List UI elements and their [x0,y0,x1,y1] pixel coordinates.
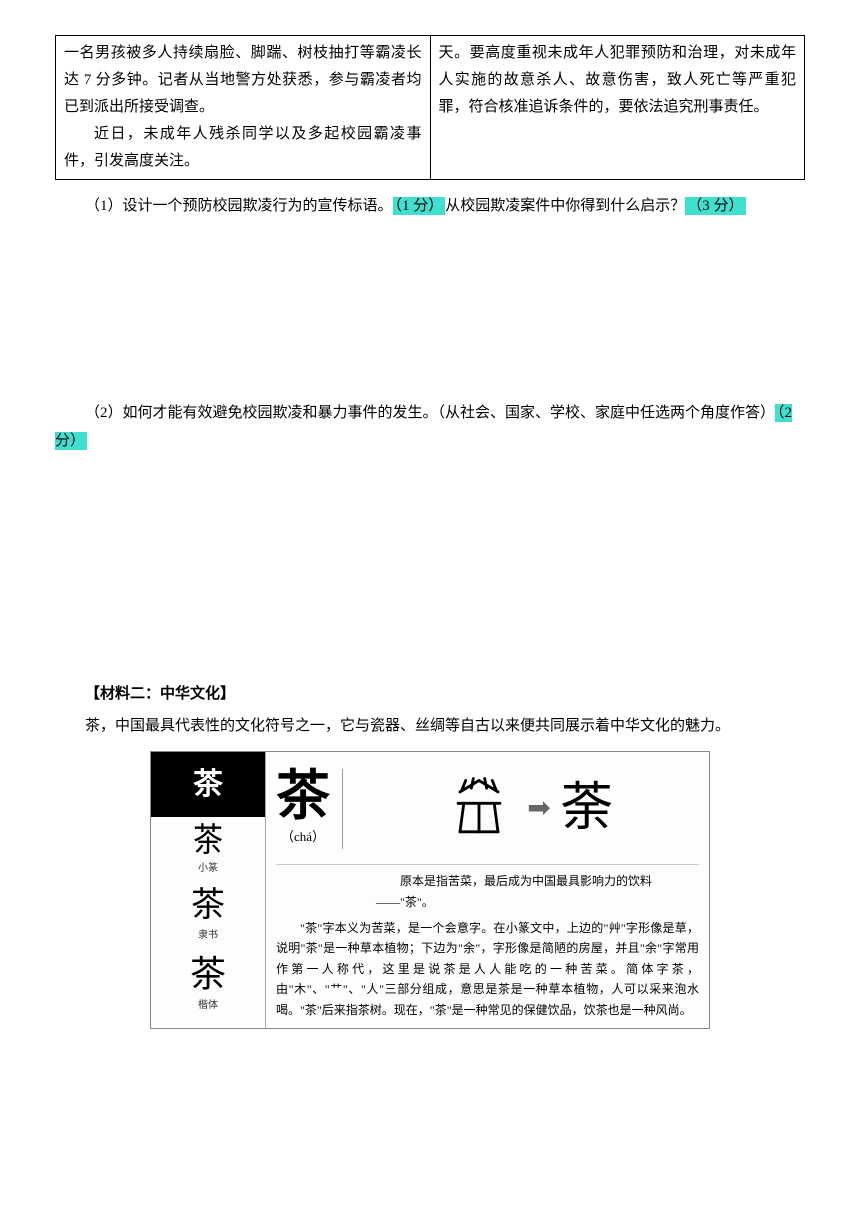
tea-style-1: 茶 隶书 [151,880,265,948]
tea-right-column: 茶 （chá） ➡ 荼 原本是指苦菜，最后成为中国最具影 [266,752,709,1029]
tea-glyph-1: 茶 [151,886,265,927]
tea-header-glyph: 茶 [151,752,265,817]
answer-space-2 [55,460,805,660]
q1-score1: （1 分） [393,197,446,215]
tea-label-2: 楷体 [151,996,265,1015]
tea-label-1: 隶书 [151,926,265,945]
tea-figure: 茶 茶 小篆 茶 隶书 茶 楷体 茶 （chá） [150,751,710,1030]
tea-label-0: 小篆 [151,859,265,878]
tea-top-row: 茶 （chá） ➡ 荼 [276,760,699,866]
q1-score2: （3 分） [685,197,745,215]
tea-style-2: 茶 楷体 [151,947,265,1017]
table-right-p1: 天。要高度重视未成年人犯罪预防和治理，对未成年人实施的故意杀人、故意伤害，致人死… [439,40,797,121]
question-2: （2）如何才能有效避免校园欺凌和暴力事件的发生。（从社会、国家、学校、家庭中任选… [55,399,805,456]
tea-style-0: 茶 小篆 [151,817,265,880]
q1-mid: 从校园欺凌案件中你得到什么启示？ [445,198,685,214]
tea-big-glyph: 茶 [276,769,330,823]
tea-glyph-0: 茶 [151,821,265,861]
tea-pictograph-icon [441,771,517,847]
tea-ancient-glyph: 荼 [561,760,613,859]
material2-intro: 茶，中国最具代表性的文化符号之一，它与瓷器、丝绸等自古以来便共同展示着中华文化的… [55,712,805,741]
tea-glyph-2: 茶 [151,953,265,996]
material2-title: 【材料二：中华文化】 [55,680,805,709]
answer-space-1 [55,225,805,395]
tea-big-glyph-box: 茶 （chá） [276,769,343,850]
tea-left-column: 茶 茶 小篆 茶 隶书 茶 楷体 [151,752,266,1029]
table-left-cell: 一名男孩被多人持续扇脸、脚踹、树枝抽打等霸凌长达 7 分多钟。记者从当地警方处获… [56,36,431,180]
table-left-p1: 一名男孩被多人持续扇脸、脚踹、树枝抽打等霸凌长达 7 分多钟。记者从当地警方处获… [64,40,422,121]
q1-prefix: （1）设计一个预防校园欺凌行为的宣传标语。 [85,198,393,214]
arrow-icon: ➡ [527,782,550,835]
question-1: （1）设计一个预防校园欺凌行为的宣传标语。（1 分）从校园欺凌案件中你得到什么启… [55,192,805,221]
table-right-cell: 天。要高度重视未成年人犯罪预防和治理，对未成年人实施的故意杀人、故意伤害，致人死… [430,36,805,180]
context-table: 一名男孩被多人持续扇脸、脚踹、树枝抽打等霸凌长达 7 分多钟。记者从当地警方处获… [55,35,805,180]
tea-pictograph-row: ➡ 荼 [355,760,699,859]
q2-prefix: （2）如何才能有效避免校园欺凌和暴力事件的发生。（从社会、国家、学校、家庭中任选… [85,405,775,421]
tea-pinyin: （chá） [276,825,330,850]
table-left-p2: 近日，未成年人残杀同学以及多起校园霸凌事件，引发高度关注。 [64,121,422,175]
tea-body-text: "茶"字本义为苦菜，是一个会意字。在小篆文中，上边的"艸"字形像是草，说明"茶"… [276,918,699,1020]
tea-caption: 原本是指苦菜，最后成为中国最具影响力的饮料——"茶"。 [276,871,699,912]
